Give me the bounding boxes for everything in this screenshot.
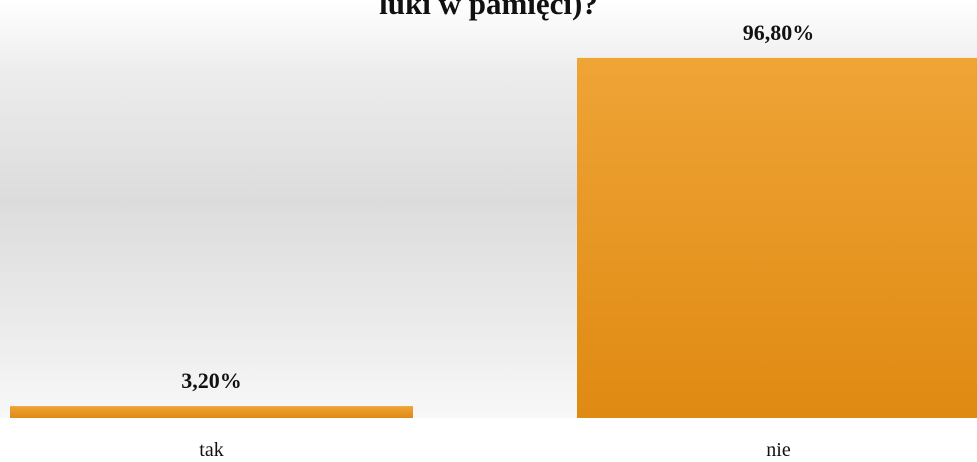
- category-label-tak: tak: [199, 439, 223, 461]
- chart-title: luki w pamięci)?: [379, 0, 598, 21]
- bar-tak: [10, 406, 413, 418]
- data-label-tak: 3,20%: [181, 368, 242, 393]
- bar-nie: [577, 57, 977, 419]
- data-label-nie: 96,80%: [743, 20, 815, 45]
- category-label-nie: nie: [766, 439, 791, 461]
